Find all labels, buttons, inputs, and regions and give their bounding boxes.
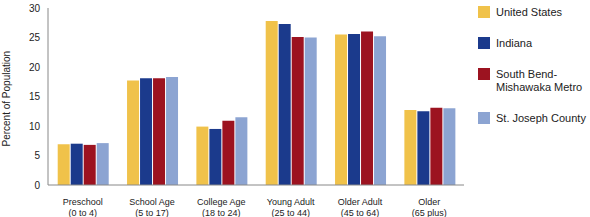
svg-text:Older: Older bbox=[418, 197, 440, 207]
svg-text:20: 20 bbox=[29, 62, 41, 73]
svg-text:School Age: School Age bbox=[129, 197, 175, 207]
html-text:St. Joseph County: St. Joseph County bbox=[496, 112, 586, 124]
svg-text:(5 to 17): (5 to 17) bbox=[135, 208, 169, 217]
svg-text:25: 25 bbox=[29, 32, 41, 43]
svg-text:(65 plus): (65 plus) bbox=[412, 208, 447, 217]
html-text:Mishawaka Metro: Mishawaka Metro bbox=[496, 81, 583, 93]
svg-text:(45 to 64): (45 to 64) bbox=[341, 208, 380, 217]
svg-text:(25 to 44): (25 to 44) bbox=[271, 208, 310, 217]
svg-text:Percent of Population: Percent of Population bbox=[8, 51, 12, 147]
svg-text:Preschool: Preschool bbox=[63, 197, 103, 207]
html-text:South Bend-: South Bend- bbox=[496, 68, 558, 80]
svg-text:0: 0 bbox=[34, 180, 40, 191]
svg-text:15: 15 bbox=[29, 91, 41, 102]
svg-text:Young Adult: Young Adult bbox=[267, 197, 315, 207]
svg-text:Older Adult: Older Adult bbox=[338, 197, 383, 207]
html-text:Indiana: Indiana bbox=[496, 37, 533, 49]
html-text:United States: United States bbox=[496, 6, 562, 18]
svg-text:5: 5 bbox=[34, 150, 40, 161]
svg-text:10: 10 bbox=[29, 121, 41, 132]
svg-text:(18 to 24): (18 to 24) bbox=[202, 208, 241, 217]
svg-text:College Age: College Age bbox=[197, 197, 246, 207]
svg-text:(0 to 4): (0 to 4) bbox=[68, 208, 97, 217]
svg-text:30: 30 bbox=[29, 3, 41, 14]
